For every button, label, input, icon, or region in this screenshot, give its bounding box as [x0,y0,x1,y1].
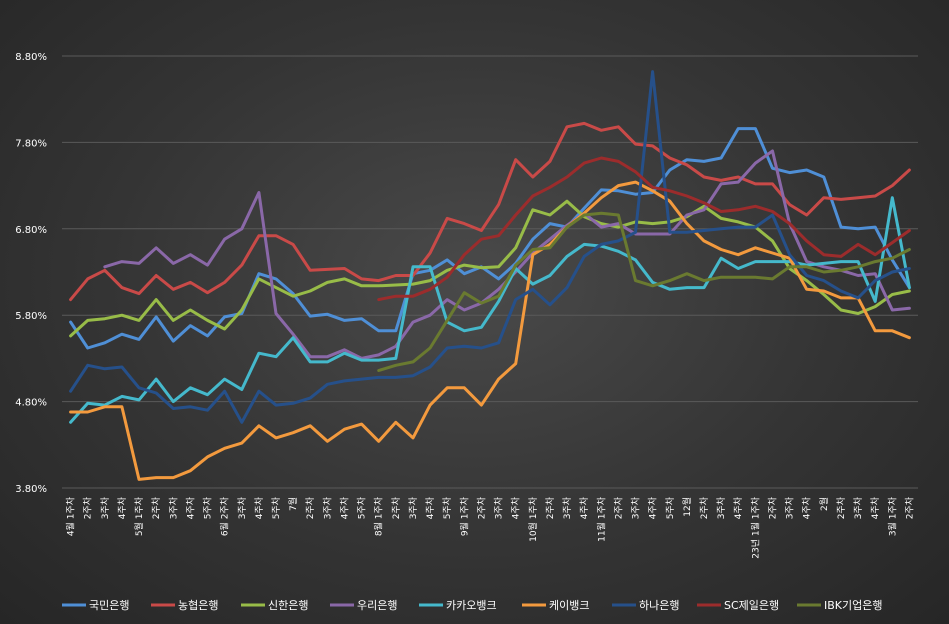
x-tick-label: 5주차 [202,496,214,519]
y-tick-label: 8.80% [15,52,47,63]
series-line-8 [377,211,911,372]
x-tick-label: 2월 [818,497,830,511]
legend-label: 신한은행 [268,599,308,612]
x-tick-label: 4주차 [647,496,659,519]
x-tick-label: 4주차 [253,496,265,519]
x-tick-label: 2주차 [766,496,778,519]
x-tick-label: 4주차 [510,496,522,519]
series-line-1 [69,121,911,302]
x-tick-label: 4주차 [184,496,196,519]
x-tick-label: 3주차 [236,496,248,519]
legend: 국민은행 농협은행 신한은행 우리은행 카카오뱅크 케이뱅크 하나은행 SC제일은행 IBK기업… [62,598,882,612]
x-tick-label: 4주차 [869,496,881,519]
legend-label: 하나은행 [639,598,679,612]
x-tick-label: 5주차 [441,496,453,519]
x-tick-label: 2주차 [390,496,402,519]
series-line-4 [69,196,911,424]
x-tick-label: 5주차 [270,496,282,519]
y-tick-label: 7.80% [15,138,47,149]
x-tick-label: 3주차 [784,496,796,519]
series-line-0 [69,127,911,350]
x-tick-label: 6월 2주차 [219,496,231,536]
x-tick-label: 2주차 [612,496,624,519]
series-line-7 [377,156,911,302]
x-tick-label: 4주차 [116,496,128,519]
x-tick-label: 3주차 [407,496,419,519]
x-tick-label: 3월 1주차 [886,496,898,536]
x-tick-label: 2주차 [475,496,487,519]
x-tick-label: 2주차 [835,496,847,519]
x-tick-label: 4주차 [732,496,744,519]
x-tick-label: 12월 [681,497,693,517]
x-tick-label: 3주차 [715,496,727,519]
x-axis: 4월 1주차 2주차 3주차 4주차 5월 1주차 2주차 3주차 4주차 5주차 6월 2주차 3… [65,496,916,558]
y-tick-label: 3.80% [15,484,47,495]
x-tick-label: 2주차 [150,496,162,519]
x-tick-label: 3주차 [321,496,333,519]
legend-label: 국민은행 [89,599,129,612]
legend-label: SC제일은행 [724,598,779,612]
x-tick-label: 23년 1월 1주차 [749,496,761,558]
legend-label: 카카오뱅크 [446,599,497,612]
y-tick-label: 6.80% [15,225,47,236]
x-tick-label: 3주차 [561,496,573,519]
y-axis: 3.80% 4.80% 5.80% 6.80% 7.80% 8.80% [15,52,47,495]
x-tick-label: 3주차 [99,496,111,519]
x-tick-label: 8월 1주차 [373,496,385,536]
x-tick-label: 3주차 [493,496,505,519]
x-tick-label: 10월 1주차 [527,496,539,542]
x-tick-label: 4주차 [338,496,350,519]
x-tick-label: 7월 [287,497,299,511]
x-tick-label: 3주차 [852,496,864,519]
x-tick-label: 2주차 [903,496,915,519]
legend-label: 농협은행 [178,599,218,612]
x-tick-label: 5주차 [664,496,676,519]
y-tick-label: 4.80% [15,398,47,409]
x-tick-label: 2주차 [304,496,316,519]
x-tick-label: 5주차 [356,496,368,519]
x-tick-label: 9월 1주차 [458,496,470,536]
x-tick-label: 4월 1주차 [65,496,77,536]
x-tick-label: 2주차 [698,496,710,519]
y-tick-label: 5.80% [15,311,47,322]
x-tick-label: 3주차 [167,496,179,519]
x-tick-label: 3주차 [630,496,642,519]
legend-label: IBK기업은행 [824,599,882,612]
x-tick-label: 4주차 [801,496,813,519]
x-tick-label: 11월 1주차 [595,496,607,542]
series-line-6 [69,70,911,424]
legend-label: 케이뱅크 [549,599,589,612]
x-tick-label: 5월 1주차 [133,496,145,536]
series-line-2 [69,199,911,338]
series-lines [69,70,911,481]
x-tick-label: 4주차 [424,496,436,519]
series-line-5 [69,180,911,481]
x-tick-label: 4주차 [578,496,590,519]
x-tick-label: 2주차 [544,496,556,519]
legend-label: 우리은행 [357,599,397,612]
x-tick-label: 2주차 [82,496,94,519]
